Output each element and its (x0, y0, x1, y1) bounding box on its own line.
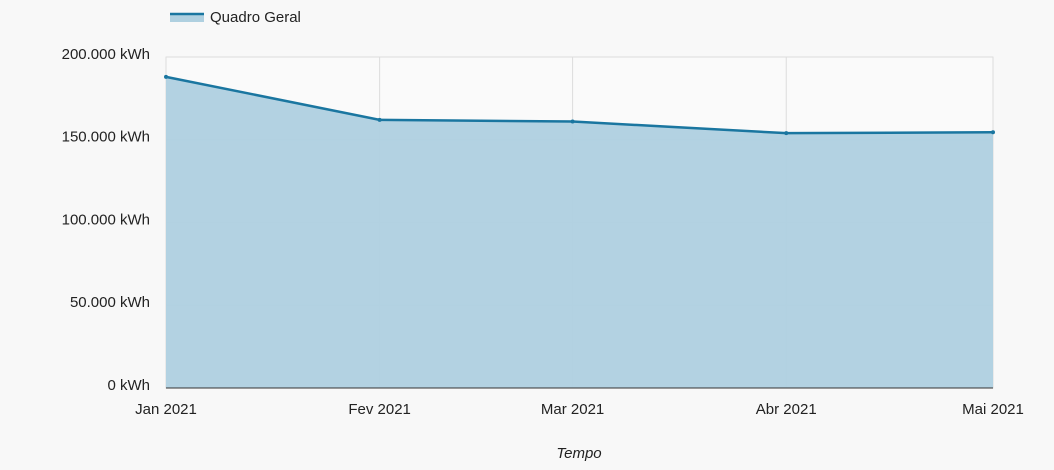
point (784, 131, 789, 136)
point (164, 74, 168, 79)
x-tick-label: Jan 2021 (135, 401, 197, 418)
point (570, 119, 575, 124)
x-axis-title: Tempo (556, 445, 601, 462)
x-tick-label: Mar 2021 (541, 401, 604, 418)
x-tick-label: Fev 2021 (348, 401, 411, 418)
y-tick-label: 0 kWh (107, 377, 150, 394)
y-tick-label: 150.000 kWh (62, 129, 150, 146)
y-tick-label: 200.000 kWh (62, 46, 150, 63)
point (377, 117, 382, 122)
legend-swatch (170, 14, 204, 22)
y-tick-label: 100.000 kWh (62, 211, 150, 228)
x-tick-label: Mai 2021 (962, 401, 1024, 418)
point (991, 130, 995, 135)
legend-label: Quadro Geral (210, 9, 301, 26)
area (166, 76, 993, 389)
x-tick-label: Abr 2021 (756, 401, 817, 418)
y-tick-label: 50.000 kWh (70, 294, 150, 311)
